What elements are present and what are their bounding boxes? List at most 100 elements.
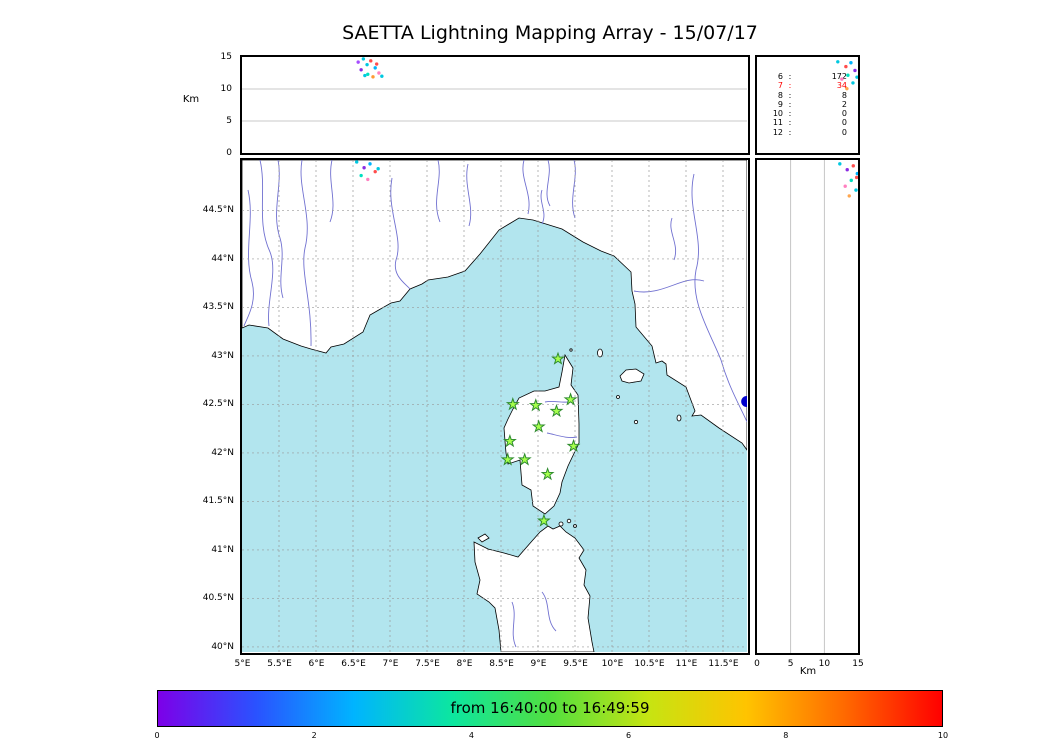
source-count-value: 0 [841,127,847,137]
lightning-points [355,160,380,182]
lon-tick-label: 6°E [308,659,325,669]
lightning-point [362,166,366,170]
source-count-value: 8 [841,90,847,100]
mainland-coast [242,160,747,451]
altitude-longitude-panel [240,55,750,155]
station-marker [502,433,517,448]
colon: : [788,118,792,128]
lightning-point [854,175,858,180]
capraia-island [597,348,603,358]
source-counts-overlay [836,60,858,91]
lat-tick-label: 40.5°N [202,593,234,604]
lightning-point [369,59,373,63]
station-marker [536,513,551,527]
altitude-xtick-label: 5 [787,659,794,669]
altitude-ytick-label: 0 [226,148,232,158]
station-marker [549,403,564,418]
station-marker [566,438,581,453]
source-count-value: 34 [836,81,847,91]
lightning-point [847,194,851,198]
altitude-ytick-label: 15 [220,52,232,62]
map-graticule [242,160,747,652]
rivers [243,160,747,648]
altitude-xtick-label: 15 [852,659,864,669]
lightning-point [844,64,848,69]
lightning-point [845,168,849,172]
station-marker [563,392,578,406]
source-count-value: 0 [841,109,847,119]
colorbar-tick-label: 6 [626,731,632,740]
lon-tick-label: 10°E [601,659,624,669]
altitude-km-label: 11 [772,118,783,128]
count-row: 7: 34 [767,81,847,90]
lon-tick-label: 9.5°E [563,659,588,669]
lightning-point [371,75,375,79]
giraglia-island [569,348,573,352]
buoy-marker-group [741,396,747,408]
altitude-km-label: 10 [772,109,783,119]
colorbar-label: from 16:40:00 to 16:49:59 [450,699,650,717]
lightning-point [849,61,853,65]
lightning-point [359,68,363,72]
station-marker [517,452,532,466]
station-marker [500,452,515,466]
lightning-point [836,60,840,64]
lon-tick-label: 7.5°E [415,659,440,669]
lon-tick-label: 6.5°E [341,659,366,669]
colon: : [788,127,792,137]
altitude-ytick-label: 5 [226,116,232,126]
figure-title: SAETTA Lightning Mapping Array - 15/07/1… [342,22,758,44]
station-marker [505,397,520,411]
colorbar-gradient [157,690,943,727]
lightning-point [355,160,359,164]
altitude-km-label: 9 [777,99,783,109]
colorbar-tick-label: 8 [783,731,789,740]
lightning-point [849,178,853,183]
lat-tick-label: 44.5°N [202,205,234,216]
source-count-value: 2 [841,99,847,109]
lightning-point [361,57,366,61]
lightning-point [363,73,367,78]
lightning-point [380,74,384,78]
source-count-value: 172 [831,72,847,81]
altitude-xtick-label: 0 [754,659,760,669]
lightning-point [374,62,379,66]
lightning-point [359,173,363,178]
colorbar-tick-label: 4 [468,731,474,740]
altitude-longitude-plot [242,57,747,122]
source-counts-list: 6:172 7:34 8:8 9:2 10:0 11:0 12:0 [767,72,847,137]
lightning-point [366,72,370,76]
altitude-km-label: 8 [777,90,783,100]
altitude-km-label: 7 [777,81,783,91]
lightning-point [356,60,360,64]
lightning-point [365,62,369,67]
colon: : [788,109,792,119]
lightning-point [377,71,381,75]
lat-tick-label: 42°N [211,447,234,458]
colorbar-tick-label: 0 [154,731,160,740]
lat-tick-label: 43°N [211,350,234,361]
lightning-point [855,75,858,79]
colon: : [788,99,792,109]
lightning-point [853,68,857,73]
lightning-point [854,188,858,192]
lightning-point [373,169,377,174]
altitude-ytick-label: 10 [220,84,232,94]
lat-tick-label: 40°N [211,641,234,652]
source-counts-panel: 6:172 7:34 8:8 9:2 10:0 11:0 12:0 [755,55,860,155]
lightning-point [840,77,844,81]
corsica [503,353,580,515]
lightning-point [843,184,847,188]
colon: : [788,81,792,91]
colorbar-tick-label: 10 [937,731,949,740]
lon-tick-label: 5.5°E [267,659,292,669]
map-panel [240,158,750,655]
colorbar: from 16:40:00 to 16:49:59 [157,690,943,727]
lon-tick-label: 11.5°E [708,659,739,669]
lon-tick-label: 8.5°E [489,659,514,669]
asinara-island [477,533,490,543]
lat-tick-label: 41.5°N [202,496,234,507]
lightning-point [366,177,370,182]
count-row: 9: 2 [767,100,847,109]
